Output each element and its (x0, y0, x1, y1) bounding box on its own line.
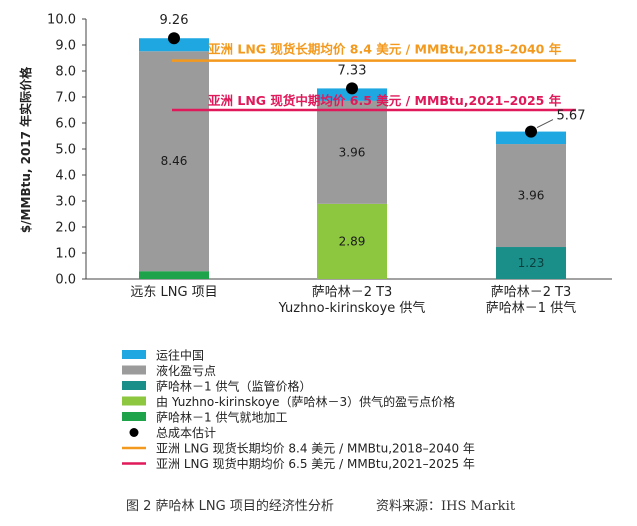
bar-segment-shipping (139, 38, 209, 52)
y-tick-label: 5.0 (55, 143, 76, 158)
segment-value-label: 2.89 (339, 234, 366, 248)
bar-segment-shipping (496, 131, 566, 145)
legend-swatch-total (129, 428, 139, 437)
plot-area: 0.0 1.0 2.0 3.0 4.0 5.0 6.0 7.0 8.0 9.0 10.0 $/MMBt… (18, 13, 612, 316)
figure-caption: 图 2 萨哈林 LNG 项目的经济性分析 (126, 498, 334, 514)
bar-segment-liquefaction (139, 51, 209, 272)
y-tick-label: 1.0 (55, 247, 76, 262)
total-cost-leader-line (536, 119, 554, 129)
y-tick-label: 3.0 (55, 195, 76, 210)
bar-segment-sakhalin1_onsite (139, 271, 209, 279)
x-category-label: 萨哈林－2 T3 (491, 285, 572, 300)
legend-swatch-sakhalin1_regulated (122, 381, 146, 390)
legend-swatch-sakhalin1_onsite (122, 412, 146, 421)
y-tick-label: 6.0 (55, 117, 76, 132)
y-tick-label: 9.0 (55, 39, 76, 54)
y-tick-label: 2.0 (55, 221, 76, 236)
legend-swatch-yuzhno_breakeven (122, 396, 146, 406)
bar-segment-shipping (317, 88, 387, 101)
bar-segment-yuzhno_breakeven (317, 203, 387, 279)
legend-label-sakhalin1_regulated: 萨哈林－1 供气（监管价格） (156, 379, 311, 394)
segment-value-label: 1.23 (518, 256, 545, 270)
total-cost-marker (346, 82, 358, 95)
total-cost-label: 9.26 (160, 13, 189, 28)
y-tick-label: 0.0 (55, 273, 76, 288)
reference-line-label-long_term: 亚洲 LNG 现货长期均价 8.4 美元 / MMBtu,2018–2040 年 (208, 42, 562, 57)
segment-value-label: 8.46 (161, 154, 188, 168)
total-cost-marker (168, 32, 180, 45)
y-tick-label: 4.0 (55, 169, 76, 184)
x-category-label: 远东 LNG 项目 (130, 285, 217, 300)
legend-label-long_term: 亚洲 LNG 现货长期均价 8.4 美元 / MMBtu,2018–2040 年 (156, 441, 475, 456)
bar-segment-liquefaction (496, 144, 566, 248)
legend-label-sakhalin1_onsite: 萨哈林－1 供气就地加工 (156, 410, 287, 425)
bar-segment-liquefaction (317, 100, 387, 204)
legend-label-liquefaction: 液化盈亏点 (156, 363, 216, 378)
y-tick-label: 10.0 (47, 13, 76, 28)
reference-line-label-mid_term: 亚洲 LNG 现货中期均价 6.5 美元 / MMBtu,2021–2025 年 (208, 93, 562, 108)
x-category-label: 萨哈林－1 供气 (486, 300, 576, 316)
legend-swatch-liquefaction (122, 365, 146, 375)
total-cost-marker (525, 125, 537, 138)
total-cost-label: 5.67 (557, 109, 586, 124)
y-tick-label: 7.0 (55, 91, 76, 106)
segment-value-label: 3.96 (339, 145, 366, 159)
total-cost-label: 7.33 (338, 63, 367, 78)
bar-segment-sakhalin1_regulated (496, 247, 566, 279)
legend-label-total: 总成本估计 (156, 426, 216, 440)
x-category-label: 萨哈林－2 T3 (312, 285, 393, 300)
y-axis-label: $/MMBtu, 2017 年实际价格 (18, 66, 33, 233)
legend-swatch-shipping (122, 350, 146, 359)
x-category-label: Yuzhno-kirinskoye 供气 (278, 300, 426, 316)
legend-label-yuzhno_breakeven: 由 Yuzhno-kirinskoye（萨哈林－3）供气的盈亏点价格 (156, 394, 455, 409)
legend-label-mid_term: 亚洲 LNG 现货中期均价 6.5 美元 / MMBtu,2021–2025 年 (156, 456, 475, 471)
legend-label-shipping: 运往中国 (156, 348, 204, 363)
y-tick-label: 8.0 (55, 65, 76, 80)
figure-source: 资料来源：IHS Markit (376, 499, 516, 514)
segment-value-label: 3.96 (518, 189, 545, 203)
